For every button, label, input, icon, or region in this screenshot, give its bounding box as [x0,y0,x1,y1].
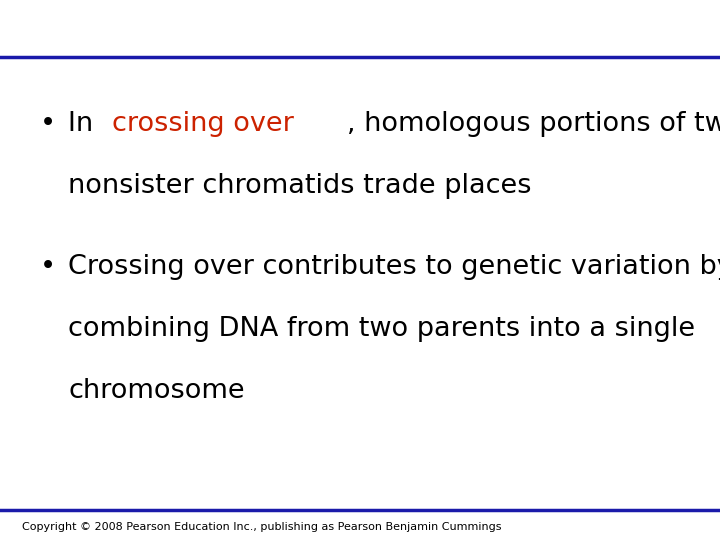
Text: nonsister chromatids trade places: nonsister chromatids trade places [68,173,532,199]
Text: In: In [68,111,102,137]
Text: •: • [40,254,55,280]
Text: Crossing over contributes to genetic variation by: Crossing over contributes to genetic var… [68,254,720,280]
Text: combining DNA from two parents into a single: combining DNA from two parents into a si… [68,315,696,342]
Text: Copyright © 2008 Pearson Education Inc., publishing as Pearson Benjamin Cummings: Copyright © 2008 Pearson Education Inc.,… [22,522,501,532]
Text: , homologous portions of two: , homologous portions of two [346,111,720,137]
Text: crossing over: crossing over [112,111,294,137]
Text: chromosome: chromosome [68,378,245,404]
Text: •: • [40,111,55,137]
